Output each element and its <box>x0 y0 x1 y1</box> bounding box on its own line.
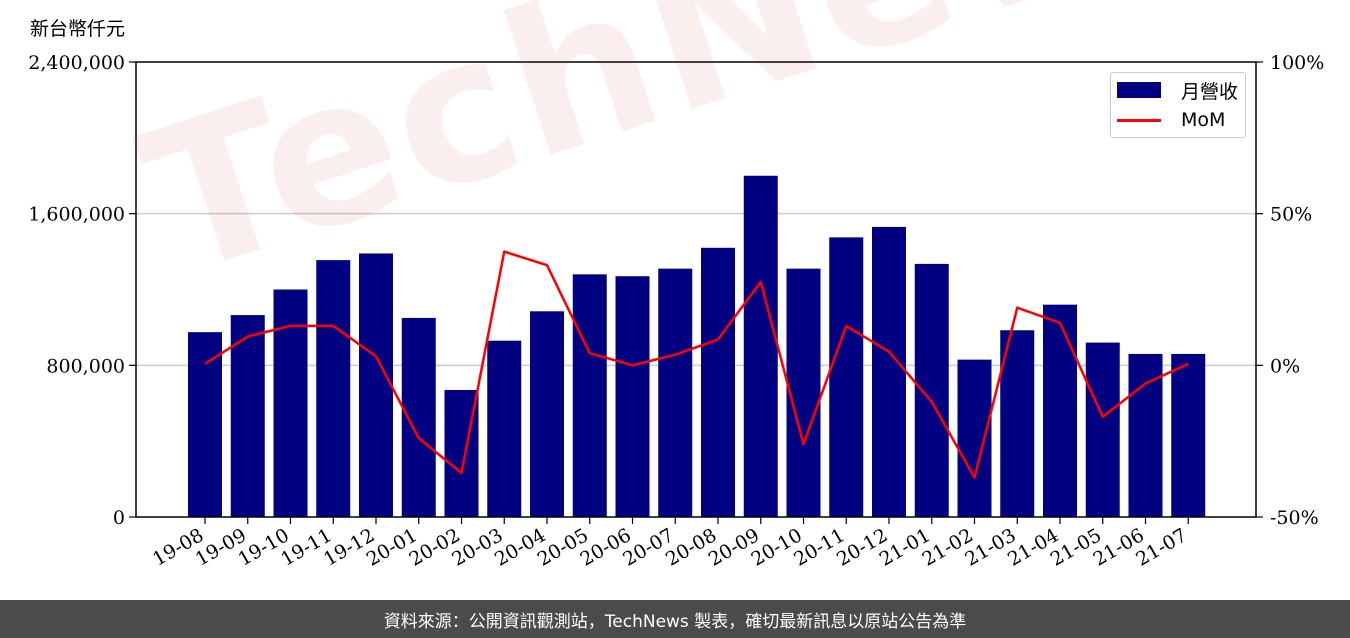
x-tick-label: 21-07 <box>1132 524 1190 570</box>
revenue-bar <box>572 274 607 517</box>
revenue-bar <box>1128 353 1163 517</box>
revenue-bar <box>487 340 522 517</box>
legend-item-mom: MoM <box>1117 106 1225 134</box>
revenue-bar <box>316 260 351 517</box>
revenue-bar <box>273 289 308 517</box>
revenue-chart: 0800,0001,600,0002,400,000-50%0%50%100%1… <box>28 52 1324 571</box>
left-axis-unit-label: 新台幣仟元 <box>30 18 126 40</box>
revenue-bar <box>872 226 906 517</box>
revenue-bar <box>786 268 821 517</box>
revenue-bar <box>829 237 864 518</box>
source-footer: 資料來源：公開資訊觀測站，TechNews 製表，確切最新訊息以原站公告為準 <box>0 600 1350 638</box>
plot-frame <box>135 61 1257 518</box>
revenue-bar <box>1043 304 1077 517</box>
revenue-bar <box>230 315 265 517</box>
revenue-bar <box>188 332 222 517</box>
chart-legend: 月營收 MoM <box>1110 72 1246 138</box>
legend-bar-swatch <box>1117 82 1161 98</box>
revenue-bar <box>359 253 393 517</box>
revenue-bar <box>743 175 778 517</box>
right-tick-label: 0% <box>1270 355 1300 377</box>
legend-revenue-label: 月營收 <box>1181 80 1239 103</box>
revenue-bar <box>1000 330 1035 517</box>
left-tick-label: 800,000 <box>46 355 125 377</box>
legend-item-revenue: 月營收 <box>1117 76 1238 104</box>
revenue-bar <box>957 359 992 517</box>
revenue-bar <box>530 311 564 517</box>
revenue-bar <box>914 263 949 517</box>
revenue-bar <box>1085 342 1120 517</box>
footer-text: 資料來源：公開資訊觀測站，TechNews 製表，確切最新訊息以原站公告為準 <box>383 611 967 632</box>
legend-line-swatch <box>1117 118 1161 122</box>
revenue-bar <box>701 247 735 517</box>
revenue-bar <box>1171 353 1206 517</box>
left-tick-label: 1,600,000 <box>28 204 125 226</box>
revenue-bar <box>615 276 650 517</box>
legend-mom-label: MoM <box>1181 109 1226 131</box>
left-tick-label: 0 <box>113 507 125 529</box>
right-tick-label: 50% <box>1270 204 1312 226</box>
mom-line <box>204 250 1189 479</box>
left-tick-label: 2,400,000 <box>28 52 125 74</box>
revenue-bar <box>658 268 693 517</box>
right-tick-label: -50% <box>1270 507 1319 529</box>
right-tick-label: 100% <box>1270 52 1324 74</box>
